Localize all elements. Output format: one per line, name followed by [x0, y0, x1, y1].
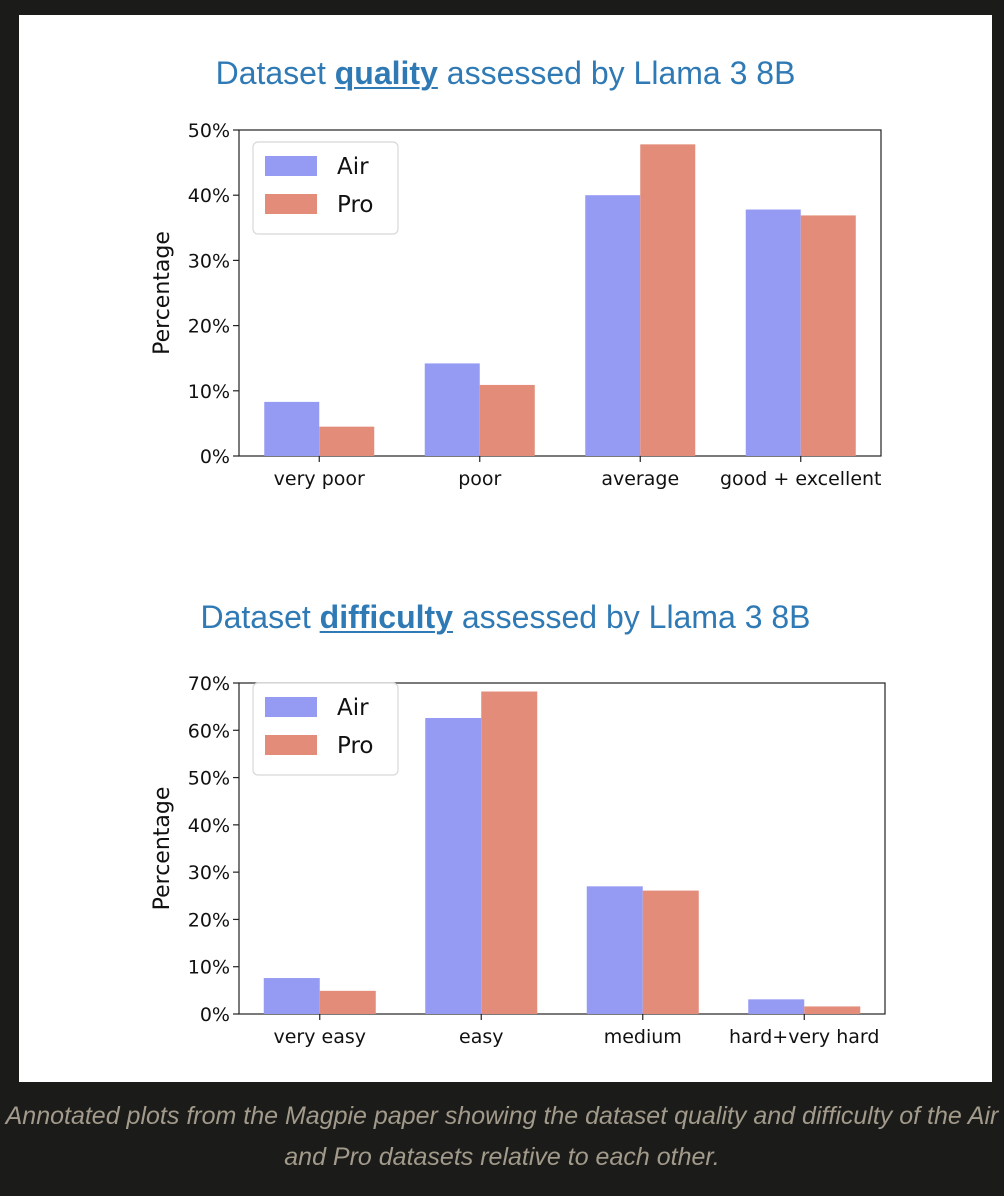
chart-title-suffix: assessed by Llama 3 8B: [437, 55, 796, 91]
y-tick-label: 20%: [188, 316, 230, 338]
x-tick-label: medium: [604, 1026, 682, 1048]
bar-pro-very-poor: [319, 426, 375, 456]
bar-pro-very-easy: [319, 990, 376, 1014]
legend: Air Pro: [252, 682, 399, 776]
legend-box: [252, 682, 399, 776]
y-tick-label: 30%: [188, 862, 230, 884]
x-tick-label: very easy: [273, 1026, 366, 1048]
x-tick-label: good + excellent: [720, 468, 882, 490]
bar-air-good-excellent: [745, 209, 801, 456]
difficulty-chart: 0% 10% 20% 30% 40% 50% 60% 70% Percentage very ea…: [150, 673, 886, 1048]
chart-title-prefix: Dataset: [215, 55, 335, 91]
bar-air-very-poor: [264, 401, 320, 456]
bar-pro-poor: [479, 384, 535, 456]
chart-title-quality: Dataset quality assessed by Llama 3 8B: [19, 55, 992, 92]
legend-swatch-pro: [265, 194, 317, 214]
bar-pro-average: [640, 144, 696, 456]
y-tick-label: 30%: [188, 250, 230, 272]
bar-air-very-easy: [263, 978, 320, 1014]
legend-label-air: Air: [337, 154, 369, 180]
bar-pro-good-excellent: [800, 215, 856, 456]
chart-title-keyword: difficulty: [319, 599, 453, 635]
y-tick-label: 50%: [188, 768, 230, 790]
bar-air-hard-very-hard: [748, 999, 805, 1014]
y-tick-label: 60%: [188, 720, 230, 742]
figure-caption: Annotated plots from the Magpie paper sh…: [5, 1102, 999, 1171]
y-tick-label: 70%: [188, 673, 230, 695]
legend-swatch-pro: [265, 735, 317, 755]
y-tick-label: 10%: [188, 957, 230, 979]
bar-pro-easy: [481, 691, 538, 1014]
plot-frame: [238, 129, 882, 457]
legend-swatch-air: [265, 697, 317, 717]
legend-swatch-air: [265, 156, 317, 176]
y-tick-label: 40%: [188, 815, 230, 837]
y-axis-label: Percentage: [150, 787, 175, 911]
y-axis-label: Percentage: [150, 231, 175, 355]
plot-frame: [238, 682, 886, 1015]
y-tick-label: 40%: [188, 185, 230, 207]
quality-chart: 0% 10% 20% 30% 40% 50% Percentage very poor poor…: [150, 120, 882, 490]
bar-pro-medium: [642, 890, 699, 1014]
chart-title-keyword: quality: [334, 55, 438, 91]
legend-label-pro: Pro: [337, 192, 374, 218]
y-tick-label: 0%: [200, 1004, 230, 1026]
legend: Air Pro: [252, 141, 399, 235]
x-tick-label: easy: [459, 1026, 503, 1048]
figure-panel: Dataset quality assessed by Llama 3 8B 0…: [19, 15, 992, 1082]
legend-label-air: Air: [337, 695, 369, 721]
bar-air-easy: [425, 717, 482, 1014]
bar-pro-hard-very-hard: [804, 1006, 861, 1014]
chart-title-prefix: Dataset: [200, 599, 320, 635]
x-tick-label: hard+very hard: [729, 1026, 879, 1048]
y-tick-label: 50%: [188, 120, 230, 142]
x-tick-label: very poor: [274, 468, 365, 490]
y-tick-label: 10%: [188, 381, 230, 403]
legend-label-pro: Pro: [337, 733, 374, 759]
chart-title-difficulty: Dataset difficulty assessed by Llama 3 8…: [19, 599, 992, 636]
x-tick-label: poor: [458, 468, 501, 490]
bar-air-average: [585, 195, 641, 456]
y-tick-label: 20%: [188, 909, 230, 931]
bar-air-poor: [424, 363, 480, 456]
bar-air-medium: [586, 886, 643, 1014]
y-tick-label: 0%: [200, 446, 230, 468]
x-tick-label: average: [601, 468, 679, 490]
legend-box: [252, 141, 399, 235]
chart-title-suffix: assessed by Llama 3 8B: [452, 599, 811, 635]
